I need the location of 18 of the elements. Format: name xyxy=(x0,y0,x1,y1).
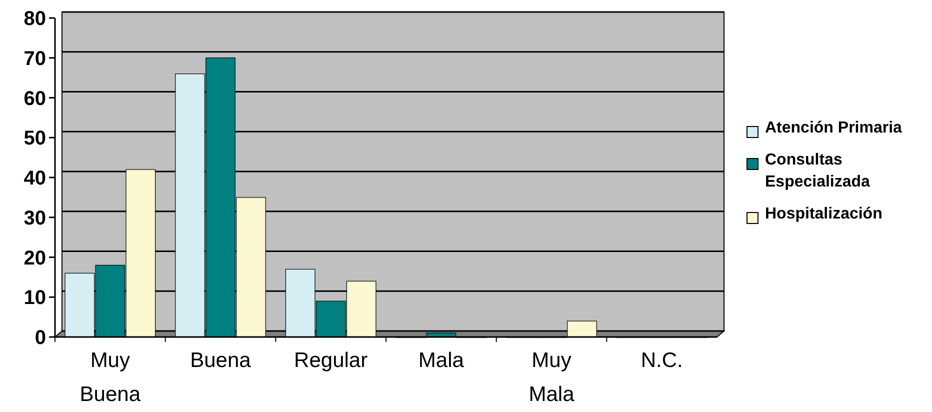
legend-label: Atención Primaria xyxy=(765,120,902,136)
legend-label: Consultas Especializada xyxy=(765,152,870,190)
y-tick-label: 10 xyxy=(24,287,46,310)
y-tick-label: 50 xyxy=(24,128,46,150)
y-tick-label: 80 xyxy=(24,8,46,30)
y-tick-label: 40 xyxy=(24,168,46,190)
x-tick-label: Regular xyxy=(294,349,368,372)
legend-label: Hospitalización xyxy=(765,206,882,222)
x-tick-label: Mala xyxy=(418,349,464,372)
y-tick-label: 0 xyxy=(34,327,46,349)
y-tick-label: 70 xyxy=(24,48,46,70)
y-tick-label: 30 xyxy=(24,207,46,230)
x-tick-label: Buena xyxy=(190,349,252,372)
y-tick-label: 60 xyxy=(24,88,46,110)
y-tick-label: 20 xyxy=(24,247,46,270)
x-tick-label: Muy Mala xyxy=(528,349,575,406)
x-tick-label: Muy Buena xyxy=(80,349,141,406)
x-tick-label: N.C. xyxy=(640,349,683,372)
